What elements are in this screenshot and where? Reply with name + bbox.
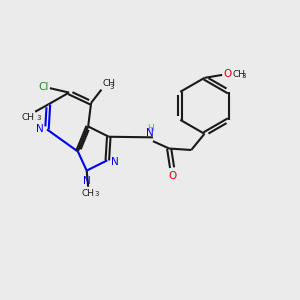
Text: N: N bbox=[36, 124, 43, 134]
Text: N: N bbox=[146, 128, 154, 138]
Text: 3: 3 bbox=[110, 84, 114, 90]
Text: N: N bbox=[111, 157, 119, 167]
Text: CH: CH bbox=[21, 113, 34, 122]
Text: O: O bbox=[169, 171, 177, 181]
Text: O: O bbox=[223, 69, 231, 79]
Text: CH: CH bbox=[102, 79, 115, 88]
Text: 3: 3 bbox=[37, 115, 41, 121]
Text: CH: CH bbox=[232, 70, 245, 79]
Text: 3: 3 bbox=[241, 73, 246, 79]
Text: N: N bbox=[83, 176, 91, 186]
Text: H: H bbox=[147, 124, 153, 133]
Text: 3: 3 bbox=[94, 191, 99, 197]
Text: Cl: Cl bbox=[38, 82, 48, 92]
Text: CH: CH bbox=[82, 189, 95, 198]
